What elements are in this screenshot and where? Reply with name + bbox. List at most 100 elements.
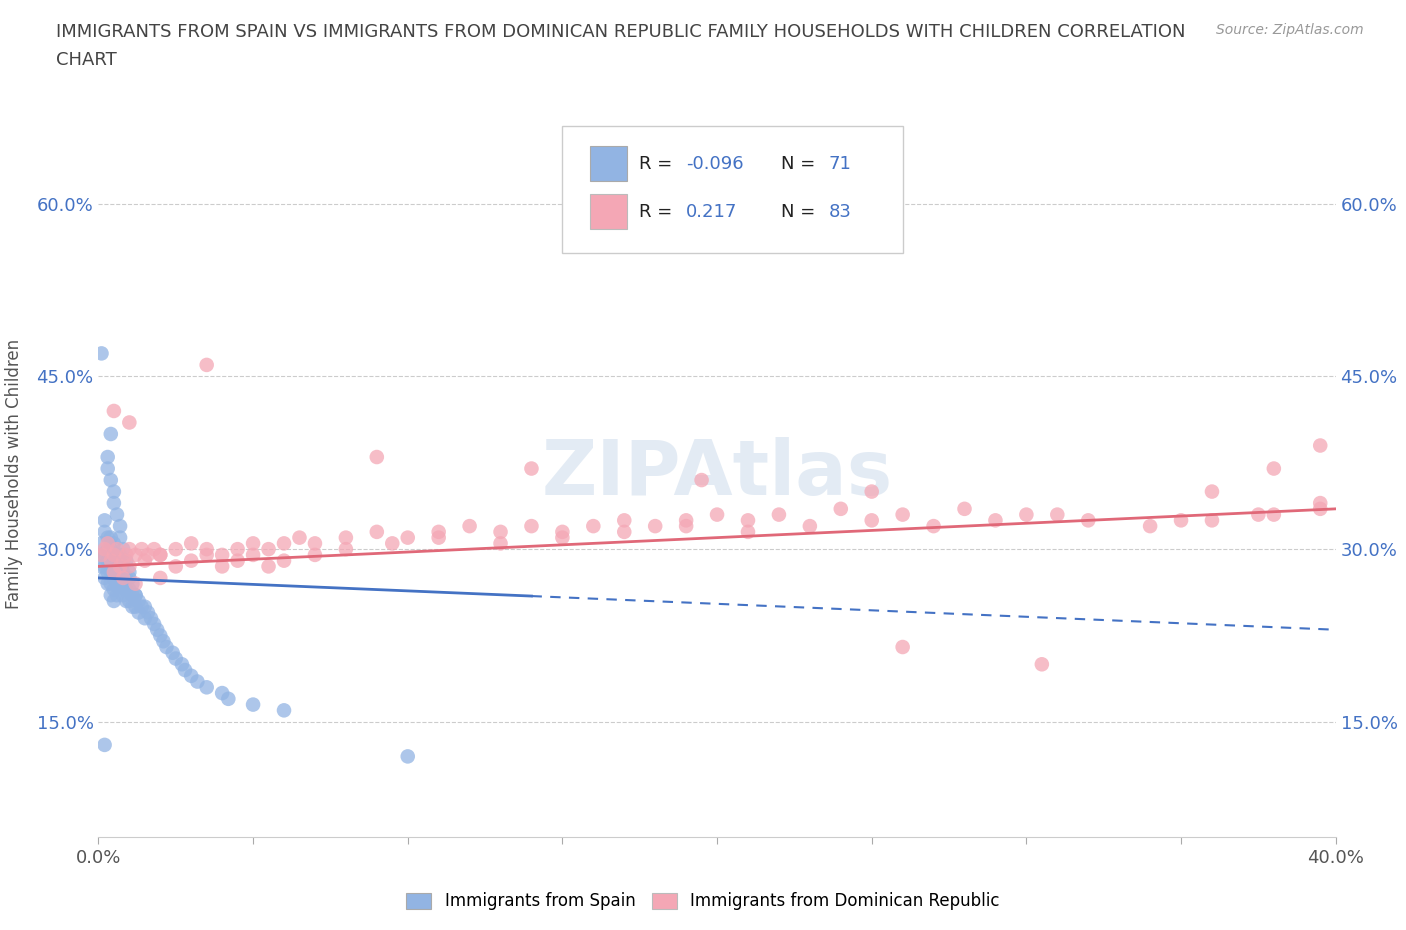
Point [1139,519,1161,534]
Point [108,530,131,545]
Point [103,570,125,585]
Point [100,588,122,603]
Point [90,536,112,551]
Point [1309,501,1331,516]
Point [97,577,120,591]
Point [93,548,115,563]
Point [242,698,264,712]
Point [112,553,135,568]
Point [613,525,636,539]
Point [118,582,141,597]
Point [124,548,146,563]
Point [257,559,280,574]
Point [100,553,122,568]
Point [134,611,156,626]
Point [115,593,138,608]
Point [103,548,125,563]
Point [97,461,120,476]
Point [1015,507,1038,522]
Point [1201,485,1223,499]
Point [103,582,125,597]
Point [551,525,574,539]
Point [799,519,821,534]
Point [90,548,112,563]
Point [112,588,135,603]
Point [1046,507,1069,522]
Point [335,541,357,556]
Point [149,628,172,643]
Point [103,548,125,563]
Point [115,582,138,597]
Text: CHART: CHART [56,51,117,69]
Point [131,541,153,556]
Point [489,536,512,551]
Point [93,525,115,539]
Point [105,541,128,556]
Point [1309,438,1331,453]
Point [186,674,208,689]
Point [124,577,146,591]
Point [108,519,131,534]
Point [180,536,202,551]
Point [195,680,218,695]
Point [124,588,146,603]
Point [242,536,264,551]
Point [489,525,512,539]
Point [155,640,177,655]
Point [381,536,404,551]
Point [273,553,295,568]
Point [180,669,202,684]
Point [118,565,141,579]
Point [273,536,295,551]
Point [124,599,146,614]
Point [90,548,112,563]
Point [1031,657,1053,671]
Point [304,548,326,563]
Point [458,519,481,534]
Point [675,513,697,528]
Point [242,548,264,563]
Point [165,541,187,556]
Point [115,570,138,585]
Point [891,507,914,522]
Point [108,559,131,574]
Point [366,525,388,539]
Point [162,645,184,660]
Text: IMMIGRANTS FROM SPAIN VS IMMIGRANTS FROM DOMINICAN REPUBLIC FAMILY HOUSEHOLDS WI: IMMIGRANTS FROM SPAIN VS IMMIGRANTS FROM… [56,23,1185,41]
Bar [589,146,627,181]
Point [103,536,125,551]
Point [108,548,131,563]
Text: ZIPAtlas: ZIPAtlas [541,437,893,512]
Point [115,548,138,563]
Point [396,530,419,545]
Point [121,599,143,614]
Point [100,427,122,442]
Point [520,519,543,534]
Point [706,507,728,522]
Point [953,501,976,516]
Point [675,519,697,534]
Point [118,593,141,608]
Point [891,640,914,655]
Point [103,485,125,499]
Point [121,577,143,591]
Point [105,507,128,522]
Point [97,536,120,551]
Point [97,530,120,545]
Point [273,703,295,718]
Point [108,570,131,585]
Point [118,415,141,430]
Point [108,582,131,597]
Point [211,548,233,563]
Point [115,553,138,568]
Point [134,599,156,614]
Point [149,570,172,585]
Point [226,553,249,568]
Point [427,530,450,545]
Point [90,346,112,361]
Point [93,737,115,752]
Point [582,519,605,534]
Y-axis label: Family Households with Children: Family Households with Children [4,339,22,609]
Point [1077,513,1099,528]
Text: R =: R = [640,203,678,220]
